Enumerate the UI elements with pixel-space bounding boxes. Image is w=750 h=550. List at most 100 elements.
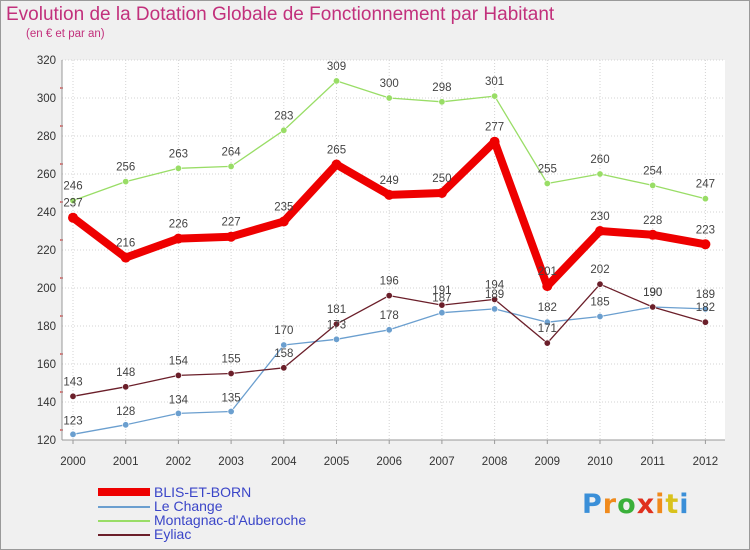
data-label: 247 bbox=[696, 179, 715, 191]
data-label: 173 bbox=[327, 319, 346, 331]
data-label: 228 bbox=[643, 215, 662, 227]
data-label: 178 bbox=[380, 310, 399, 322]
data-label: 216 bbox=[116, 238, 135, 250]
data-point bbox=[701, 195, 709, 203]
legend-item: Le Change bbox=[98, 498, 398, 514]
y-tick-label: 220 bbox=[37, 245, 56, 257]
data-point bbox=[280, 341, 288, 349]
y-tick-label: 140 bbox=[37, 397, 56, 409]
data-point bbox=[438, 98, 446, 106]
y-tick-label: 180 bbox=[37, 321, 56, 333]
x-tick-label: 2010 bbox=[587, 456, 613, 468]
data-point bbox=[543, 339, 551, 347]
data-point bbox=[438, 309, 446, 317]
data-label: 154 bbox=[169, 355, 189, 367]
data-point bbox=[489, 136, 500, 147]
logo-letter: i bbox=[655, 489, 666, 520]
data-point bbox=[69, 430, 77, 438]
data-label: 256 bbox=[116, 162, 135, 174]
logo-letter: o bbox=[617, 489, 637, 520]
x-tick-label: 2005 bbox=[324, 456, 350, 468]
x-tick-label: 2009 bbox=[535, 456, 561, 468]
legend-item: BLIS-ET-BORN bbox=[98, 484, 398, 500]
data-label: 277 bbox=[485, 122, 504, 134]
data-point bbox=[542, 281, 553, 292]
data-point bbox=[596, 170, 604, 178]
data-point bbox=[384, 189, 395, 200]
data-label: 158 bbox=[274, 348, 293, 360]
chart-legend: BLIS-ET-BORN Le Change Montagnac-d'Auberoc… bbox=[98, 484, 398, 542]
data-point bbox=[69, 392, 77, 400]
data-point bbox=[332, 335, 340, 343]
data-label: 189 bbox=[696, 289, 715, 301]
legend-item: Eyliac bbox=[98, 526, 398, 542]
y-tick-label: 320 bbox=[37, 55, 56, 67]
data-label: 283 bbox=[274, 110, 293, 122]
data-label: 190 bbox=[643, 287, 662, 299]
data-point bbox=[174, 409, 182, 417]
data-point bbox=[68, 212, 78, 223]
data-point bbox=[174, 371, 182, 379]
data-point bbox=[280, 364, 288, 372]
data-label: 255 bbox=[538, 164, 557, 176]
data-point bbox=[596, 312, 604, 320]
data-point bbox=[122, 383, 130, 391]
data-point bbox=[173, 233, 184, 244]
data-point bbox=[332, 77, 340, 85]
data-label: 246 bbox=[63, 181, 82, 193]
data-label: 298 bbox=[432, 82, 451, 94]
logo-letter: i bbox=[679, 489, 690, 520]
data-point bbox=[227, 162, 235, 170]
logo-letter: t bbox=[665, 489, 680, 520]
x-tick-label: 2012 bbox=[693, 456, 719, 468]
data-point bbox=[122, 178, 130, 186]
legend-label: BLIS-ET-BORN bbox=[154, 484, 252, 500]
legend-label: Eyliac bbox=[154, 526, 192, 542]
data-label: 194 bbox=[485, 279, 505, 291]
data-point bbox=[491, 295, 499, 303]
data-label: 181 bbox=[327, 304, 346, 316]
data-label: 189 bbox=[485, 289, 504, 301]
data-label: 301 bbox=[485, 76, 504, 88]
data-point bbox=[543, 318, 551, 326]
data-label: 196 bbox=[380, 276, 399, 288]
legend-label: Le Change bbox=[154, 498, 223, 514]
data-point bbox=[595, 226, 605, 236]
logo-letter: r bbox=[602, 489, 618, 520]
data-point bbox=[331, 159, 342, 170]
data-label: 135 bbox=[222, 393, 241, 405]
data-label: 182 bbox=[538, 302, 557, 314]
data-label: 265 bbox=[327, 145, 346, 157]
data-label: 128 bbox=[116, 406, 135, 418]
data-point bbox=[278, 216, 289, 227]
data-label: 260 bbox=[590, 154, 609, 166]
data-point bbox=[385, 94, 393, 102]
data-point bbox=[280, 126, 288, 134]
data-label: 263 bbox=[169, 148, 188, 160]
x-tick-label: 2000 bbox=[60, 456, 86, 468]
logo-letter: x bbox=[636, 489, 656, 520]
data-label: 171 bbox=[538, 323, 557, 335]
data-label: 226 bbox=[169, 219, 188, 231]
data-point bbox=[226, 231, 237, 242]
data-label: 300 bbox=[380, 78, 399, 90]
data-label: 185 bbox=[590, 297, 609, 309]
x-tick-label: 2007 bbox=[429, 456, 455, 468]
data-label: 143 bbox=[63, 376, 82, 388]
legend-swatch bbox=[98, 534, 150, 536]
legend-swatch bbox=[98, 506, 150, 508]
data-point bbox=[174, 164, 182, 172]
legend-label: Montagnac-d'Auberoche bbox=[154, 512, 307, 528]
y-tick-label: 260 bbox=[37, 169, 56, 181]
data-point bbox=[596, 280, 604, 288]
chart-title: Evolution de la Dotation Globale de Fonc… bbox=[6, 4, 555, 25]
data-point bbox=[701, 318, 709, 326]
y-tick-label: 200 bbox=[37, 283, 56, 295]
data-label: 170 bbox=[274, 325, 293, 337]
data-label: 155 bbox=[222, 354, 241, 366]
legend-swatch bbox=[98, 488, 150, 496]
legend-swatch bbox=[98, 520, 150, 522]
data-label: 191 bbox=[432, 285, 451, 297]
data-label: 254 bbox=[643, 165, 663, 177]
x-tick-label: 2002 bbox=[166, 456, 192, 468]
